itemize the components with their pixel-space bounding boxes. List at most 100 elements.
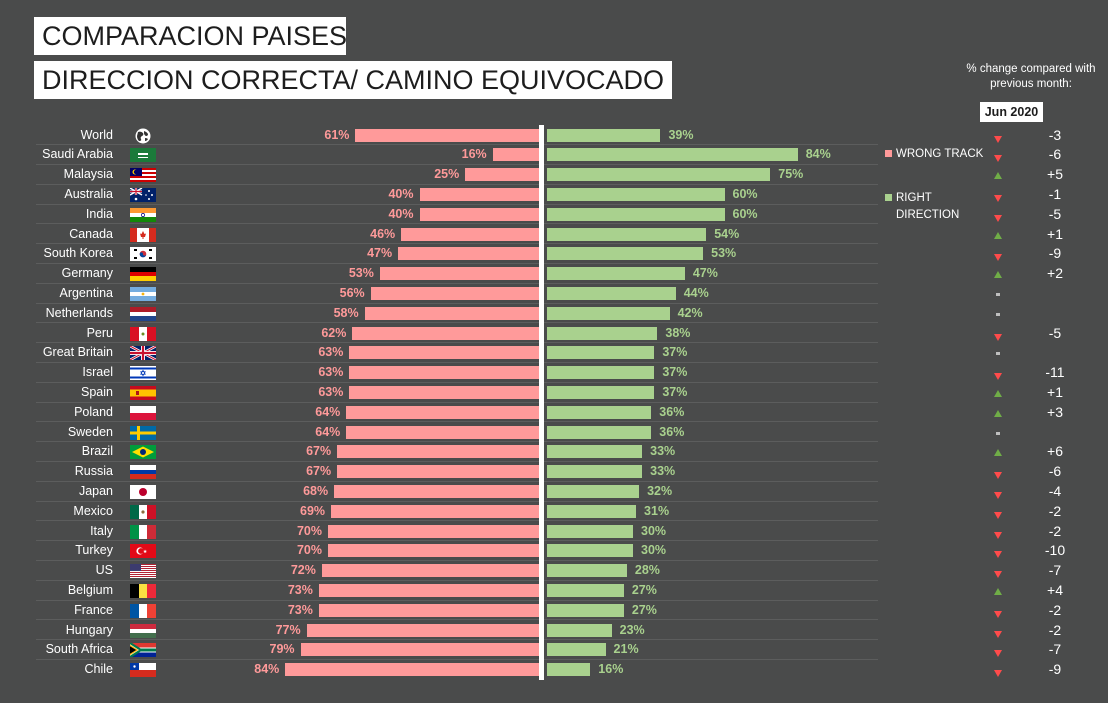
row-separator [36,322,878,324]
row-separator [36,342,878,344]
change-value [1040,284,1070,304]
row-separator [36,619,878,621]
country-label: Malaysia [63,167,113,182]
value-label-right: 37% [662,345,688,360]
change-value: -2 [1048,621,1062,638]
change-value: +5 [1047,166,1063,183]
country-label: Brazil [81,444,113,459]
value-label-right: 16% [598,662,624,677]
chart-row: US 72% 28% -7 [0,561,1108,581]
bar-wrong-track [331,504,540,518]
value-label-wrong: 64% [315,424,341,439]
change-value: -2 [1048,522,1062,539]
chart-row: Chile 84% 16% -9 [0,660,1108,680]
row-separator [36,461,878,463]
bar-right-direction [546,326,658,340]
value-label-wrong: 56% [339,285,365,300]
bar-right-direction [546,148,798,162]
globe-icon [130,128,156,143]
value-label-wrong: 58% [333,305,359,320]
triangle-up-icon [993,587,1003,597]
country-label: Canada [69,226,113,241]
chart-row: Netherlands 58% 42% [0,304,1108,324]
bar-right-direction [546,425,652,439]
value-label-right: 33% [650,464,676,479]
value-label-wrong: 16% [461,147,487,162]
great-britain-flag-icon [129,345,157,362]
country-label: India [85,206,113,221]
change-value: -6 [1048,463,1062,480]
chart-row: Argentina 56% 44% [0,284,1108,304]
bar-right-direction [546,564,627,578]
bar-right-direction [546,524,633,538]
country-label: Japan [78,483,113,498]
chart-row: Turkey 70% 30% -10 [0,541,1108,562]
chart-row: Mexico 69% 31% -2 [0,502,1108,522]
russia-flag-icon [130,465,156,480]
chart-row: World 61% 39% -3 [0,126,1108,146]
value-label-wrong: 67% [306,464,332,479]
dash-icon [993,429,1003,439]
legend-wrong-label: WRONG TRACK [896,148,984,160]
value-label-wrong: 67% [306,444,332,459]
country-label: Australia [64,186,113,201]
chart-row: Brazil 67% 33% +6 [0,442,1108,463]
value-label-right: 23% [619,622,645,637]
row-separator [36,639,878,641]
bar-wrong-track [318,603,540,617]
malaysia-flag-icon [130,168,156,183]
value-label-right: 60% [732,206,758,221]
hungary-flag-icon [130,623,156,638]
center-axis [539,125,544,680]
bar-right-direction [546,366,655,380]
triangle-up-icon [993,171,1003,181]
change-value: -7 [1048,641,1062,658]
value-label-wrong: 64% [315,404,341,419]
turkey-flag-icon [130,544,156,559]
country-label: Mexico [73,503,113,518]
chart-row: Saudi Arabia 16% 84% -6 [0,145,1108,166]
country-label: Germany [61,266,113,281]
bar-wrong-track [370,286,540,300]
netherlands-flag-icon [130,306,156,321]
bar-wrong-track [346,405,540,419]
bar-right-direction [546,623,612,637]
value-label-right: 37% [662,384,688,399]
bar-wrong-track [349,346,540,360]
chart-row: Russia 67% 33% -6 [0,462,1108,482]
row-separator [36,282,878,284]
value-label-wrong: 62% [321,325,347,340]
bar-right-direction [546,544,633,558]
chart-title-line1: COMPARACION PAISES [34,17,347,55]
value-label-wrong: 70% [296,543,322,558]
chart-row: Poland 64% 36% +3 [0,403,1108,423]
change-value: +2 [1047,265,1063,282]
country-label: Saudi Arabia [42,147,113,162]
legend-wrong-swatch [885,150,892,157]
bar-right-direction [546,603,624,617]
value-label-right: 32% [647,483,673,498]
row-separator [36,302,878,304]
country-label: Russia [74,464,113,479]
value-label-right: 36% [659,424,685,439]
value-label-wrong: 63% [318,365,344,380]
mexico-flag-icon [130,504,156,519]
bar-wrong-track [398,247,540,261]
dash-icon [993,310,1003,320]
poland-flag-icon [130,405,156,420]
row-separator [36,183,878,185]
bar-wrong-track [285,663,540,677]
chart-row: South Africa 79% 21% -7 [0,640,1108,661]
value-label-right: 47% [692,266,718,281]
japan-flag-icon [130,484,156,499]
chart-row: Belgium 73% 27% +4 [0,581,1108,601]
value-label-wrong: 63% [318,384,344,399]
bar-right-direction [546,247,704,261]
triangle-down-icon [993,371,1003,381]
row-separator [36,144,878,146]
value-label-right: 53% [711,246,737,261]
row-separator [36,243,878,245]
spain-flag-icon [130,385,156,400]
row-separator [36,362,878,364]
triangle-down-icon [993,332,1003,342]
